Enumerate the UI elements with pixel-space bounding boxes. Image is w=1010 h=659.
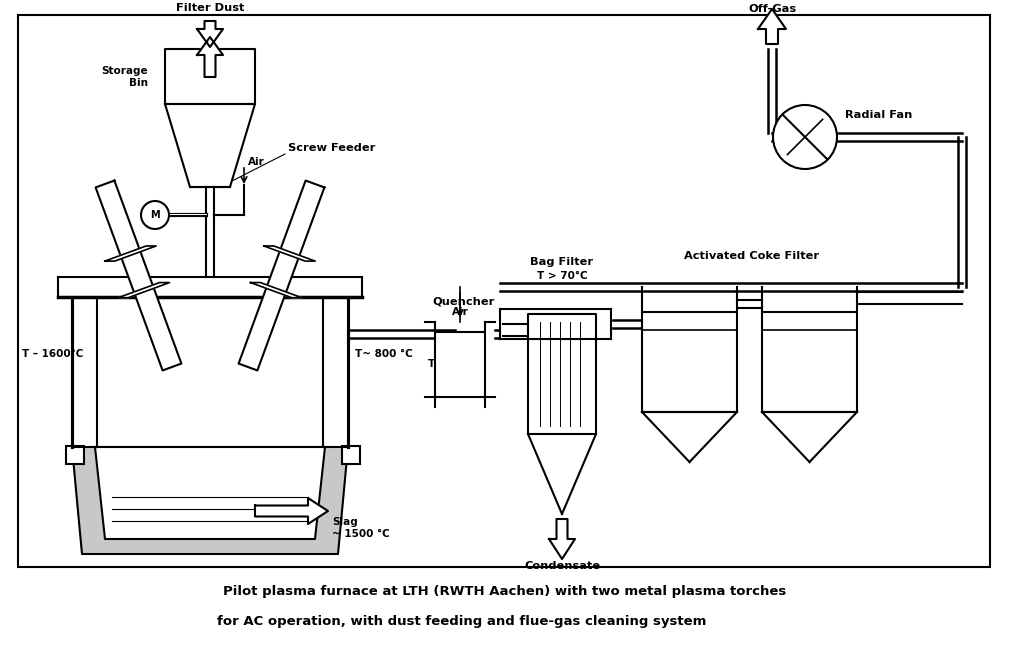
Text: T > 70°C: T > 70°C — [536, 271, 587, 281]
Text: Storage
Bin: Storage Bin — [101, 66, 148, 88]
Text: Condensate: Condensate — [524, 561, 600, 571]
Bar — [342, 446, 360, 464]
Polygon shape — [197, 21, 223, 47]
Text: Filter Dust: Filter Dust — [176, 3, 244, 13]
Circle shape — [141, 201, 169, 229]
Text: Quencher: Quencher — [432, 297, 494, 307]
Polygon shape — [58, 277, 362, 297]
Polygon shape — [197, 37, 223, 77]
Polygon shape — [255, 498, 328, 524]
Bar — [18, 15, 990, 567]
Text: for AC operation, with dust feeding and flue-gas cleaning system: for AC operation, with dust feeding and … — [217, 614, 707, 627]
Polygon shape — [762, 412, 857, 462]
Polygon shape — [549, 519, 575, 559]
Text: T<130 °C: T<130 °C — [428, 359, 482, 369]
Polygon shape — [264, 246, 315, 261]
Text: M: M — [150, 210, 160, 220]
Polygon shape — [96, 181, 182, 370]
Polygon shape — [72, 297, 97, 447]
Text: Radial Fan: Radial Fan — [845, 110, 912, 120]
Text: Pilot plasma furnace at LTH (RWTH Aachen) with two metal plasma torches: Pilot plasma furnace at LTH (RWTH Aachen… — [223, 585, 787, 598]
Polygon shape — [165, 49, 255, 104]
Polygon shape — [500, 309, 611, 339]
Polygon shape — [435, 332, 485, 397]
Polygon shape — [528, 314, 596, 434]
Text: Bag Filter: Bag Filter — [530, 257, 594, 267]
Polygon shape — [762, 312, 857, 412]
Polygon shape — [642, 412, 737, 462]
Polygon shape — [528, 434, 596, 514]
Text: Off-Gas: Off-Gas — [748, 4, 796, 14]
Text: T~ 800 °C: T~ 800 °C — [355, 349, 413, 359]
Text: Air: Air — [248, 157, 265, 167]
Text: T – 1600°C: T – 1600°C — [22, 349, 84, 359]
Polygon shape — [95, 447, 325, 539]
Polygon shape — [72, 447, 348, 554]
Polygon shape — [758, 9, 786, 44]
Polygon shape — [642, 312, 737, 412]
Polygon shape — [118, 283, 170, 298]
Circle shape — [773, 105, 837, 169]
Bar — [66, 446, 84, 464]
Text: Air: Air — [451, 307, 469, 317]
Polygon shape — [165, 104, 255, 187]
Polygon shape — [238, 181, 324, 370]
Text: Activated Coke Filter: Activated Coke Filter — [685, 251, 819, 261]
Polygon shape — [323, 297, 348, 447]
Text: Slag
~ 1500 °C: Slag ~ 1500 °C — [332, 517, 390, 538]
Polygon shape — [105, 246, 157, 261]
Polygon shape — [250, 283, 302, 298]
Text: Screw Feeder: Screw Feeder — [288, 143, 376, 153]
